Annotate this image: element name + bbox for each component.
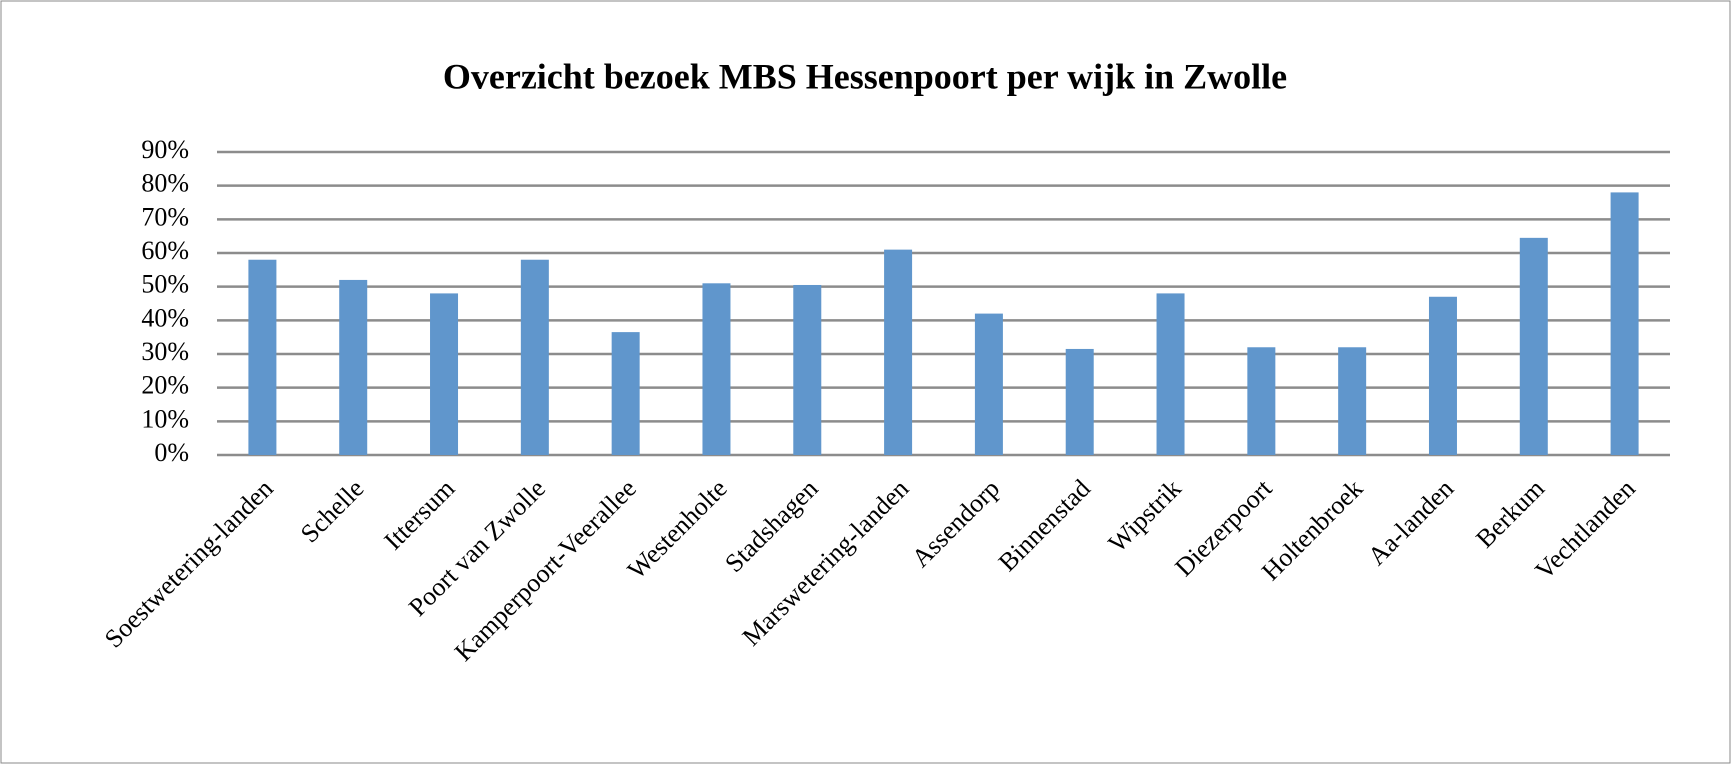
y-tick-label: 30% [141, 337, 189, 366]
bar [1338, 347, 1367, 455]
bar [611, 332, 640, 455]
bar [1065, 348, 1094, 455]
y-tick-label: 40% [141, 303, 189, 332]
bar [1610, 192, 1639, 455]
bar [974, 313, 1003, 455]
bar [248, 259, 277, 455]
y-tick-label: 60% [141, 236, 189, 265]
bar [339, 279, 368, 455]
y-tick-label: 10% [141, 404, 189, 433]
bar [430, 293, 459, 455]
bar [793, 284, 822, 455]
bar [884, 249, 913, 455]
bar [702, 283, 731, 455]
y-tick-label: 80% [141, 169, 189, 198]
y-tick-label: 90% [141, 135, 189, 164]
chart-title: Overzicht bezoek MBS Hessenpoort per wij… [443, 56, 1287, 96]
y-tick-label: 20% [141, 371, 189, 400]
bar [1519, 237, 1548, 455]
bar [1247, 347, 1276, 455]
bar [1428, 296, 1457, 455]
y-tick-label: 50% [141, 270, 189, 299]
bar [1156, 293, 1185, 455]
y-tick-label: 0% [154, 438, 189, 467]
bar [520, 259, 549, 455]
y-tick-label: 70% [141, 202, 189, 231]
